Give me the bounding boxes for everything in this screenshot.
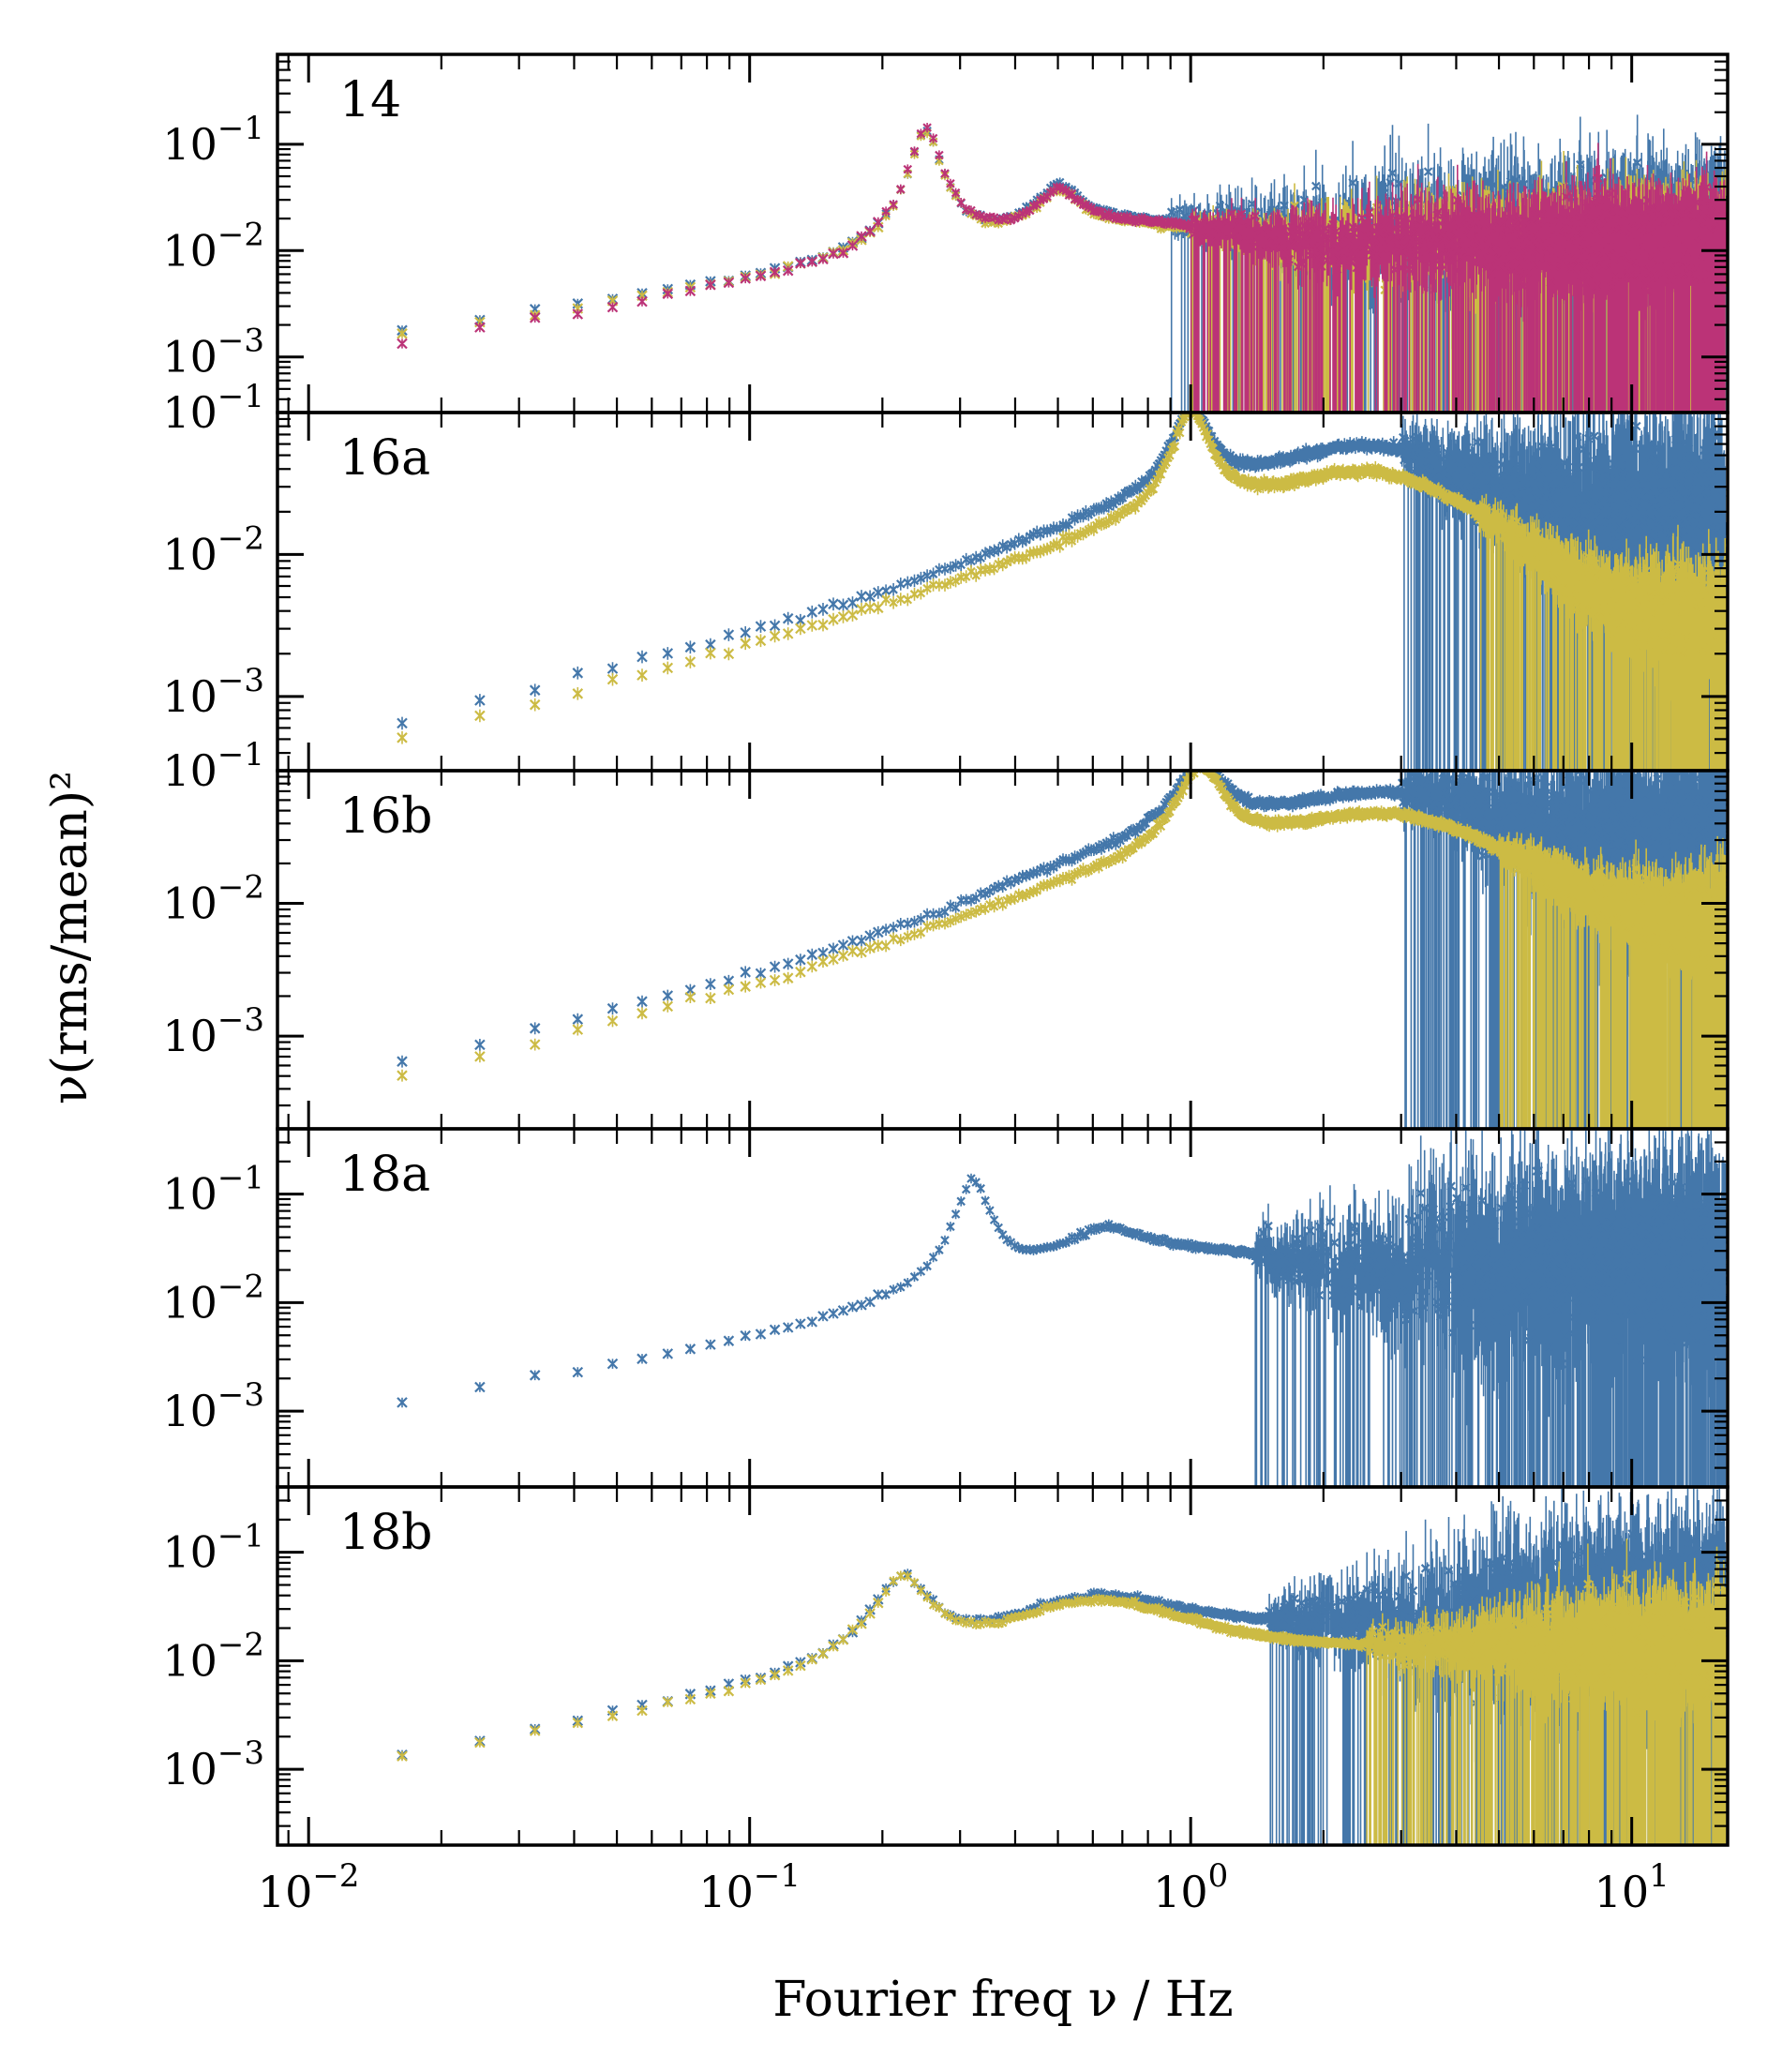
panel-16b-x-ticks — [287, 771, 1634, 1129]
panel-18b-y-tick-label-0-base: 10 — [162, 1527, 217, 1578]
panels: 10−110−210−31410−110−210−316a10−110−210−… — [162, 53, 1730, 1847]
panel-18b-y-tick-label-0: 10−1 — [162, 1518, 264, 1578]
panel-14-y-tick-label-2-base: 10 — [162, 332, 217, 383]
panel-16b-y-tick-label-0-exponent: −1 — [217, 736, 264, 773]
panel-16a-y-tick-label-0-base: 10 — [162, 387, 217, 438]
panel-16b-y-tick-label-1: 10−2 — [162, 869, 264, 929]
panel-18a-y-tick-label-2: 10−3 — [162, 1376, 264, 1436]
x-tick-label-0: 10−2 — [258, 1857, 360, 1917]
x-tick-label-3-base: 10 — [1595, 1867, 1650, 1917]
x-tick-label-0-base: 10 — [258, 1867, 313, 1917]
panel-18b-y-tick-label-2-base: 10 — [162, 1744, 217, 1794]
panel-label-16a: 16a — [339, 430, 430, 487]
panel-14-y-tick-label-2: 10−3 — [162, 323, 264, 383]
series-blue-markers — [397, 1165, 1728, 1408]
panel-18a-y-tick-label-2-base: 10 — [162, 1386, 217, 1436]
series-yellow-16a — [397, 413, 1728, 771]
panel-18a-y-tick-label-0-base: 10 — [162, 1169, 217, 1220]
series-yellow-markers — [397, 413, 1728, 743]
panel-18b-y-tick-label-1-base: 10 — [162, 1635, 217, 1686]
panel-16b-y-tick-label-0-base: 10 — [162, 745, 217, 796]
panel-16b-y-tick-label-2-exponent: −3 — [217, 1001, 264, 1039]
x-tick-label-1: 10−1 — [698, 1857, 801, 1917]
panel-16a-y-tick-label-2: 10−3 — [162, 662, 264, 722]
panel-18b-y-tick-label-2-exponent: −3 — [217, 1734, 264, 1772]
panel-14-y-tick-label-0-exponent: −1 — [217, 110, 264, 147]
x-tick-label-3: 101 — [1595, 1857, 1670, 1917]
panel-14-y-tick-label-0: 10−1 — [162, 110, 264, 170]
x-tick-label-2: 100 — [1153, 1857, 1228, 1917]
series-magenta-markers — [397, 123, 1728, 350]
panel-14: 10−110−210−314 — [162, 53, 1730, 414]
y-axis-title-text: ν(rms/mean)² — [42, 771, 98, 1104]
panel-18a-x-ticks — [287, 1129, 1634, 1487]
x-tick-label-0-exponent: −2 — [312, 1857, 359, 1895]
panel-16b-y-tick-label-1-exponent: −2 — [217, 869, 264, 907]
panel-18b-y-tick-label-2: 10−3 — [162, 1734, 264, 1794]
panel-18a-y-tick-label-1-exponent: −2 — [217, 1268, 264, 1305]
series-blue-18a — [397, 1129, 1728, 1487]
panel-18a-y-tick-label-0-exponent: −1 — [217, 1160, 264, 1197]
panel-16a-y-tick-label-1-exponent: −2 — [217, 519, 264, 557]
panel-18a-y-tick-label-1: 10−2 — [162, 1268, 264, 1328]
panel-14-y-tick-label-1: 10−2 — [162, 216, 264, 276]
panel-16b-y-tick-label-0: 10−1 — [162, 736, 264, 796]
series-yellow-markers — [397, 1570, 1728, 1762]
y-axis-title: ν(rms/mean)² — [42, 771, 98, 1104]
panel-16a-data — [397, 413, 1728, 771]
panel-16a-y-ticks — [277, 411, 1728, 773]
panel-14-y-ticks — [277, 60, 1728, 414]
panel-14-data — [397, 114, 1728, 413]
panel-18b-x-ticks — [287, 1487, 1634, 1845]
panel-14-y-tick-label-2-exponent: −3 — [217, 323, 264, 360]
x-tick-label-2-exponent: 0 — [1208, 1857, 1229, 1895]
series-magenta-14 — [397, 123, 1728, 413]
panel-14-x-ticks — [287, 54, 1634, 413]
panel-label-18a: 18a — [339, 1147, 430, 1203]
panel-16b-y-ticks — [277, 769, 1728, 1131]
x-tick-label-1-exponent: −1 — [754, 1857, 801, 1895]
panel-label-18b: 18b — [339, 1505, 432, 1561]
panel-18a-data — [397, 1129, 1728, 1487]
panel-14-y-tick-label-1-exponent: −2 — [217, 216, 264, 253]
panel-16b-y-tick-label-2-base: 10 — [162, 1011, 217, 1061]
series-yellow-18b — [397, 1539, 1728, 1845]
panel-18a-y-tick-label-2-exponent: −3 — [217, 1376, 264, 1414]
x-tick-label-1-base: 10 — [698, 1867, 754, 1917]
series-yellow-markers — [397, 771, 1728, 1081]
panel-14-y-tick-label-1-base: 10 — [162, 225, 217, 276]
panel-18a-y-tick-label-1-base: 10 — [162, 1277, 217, 1328]
panel-label-16b: 16b — [339, 788, 432, 845]
panel-16a-y-tick-label-2-exponent: −3 — [217, 662, 264, 699]
panel-16b-y-tick-label-2: 10−3 — [162, 1001, 264, 1061]
x-tick-label-2-base: 10 — [1153, 1867, 1208, 1917]
panel-label-14: 14 — [339, 72, 401, 128]
panel-16a-y-tick-label-0: 10−1 — [162, 378, 264, 438]
panel-18a-y-tick-label-0: 10−1 — [162, 1160, 264, 1220]
panel-16a-y-tick-label-1: 10−2 — [162, 519, 264, 579]
x-axis-ticks: 10−2 10−1 100 101 — [258, 1857, 1670, 1917]
x-axis-title: Fourier freq ν / Hz — [772, 1972, 1233, 2028]
panel-16a-y-tick-label-0-exponent: −1 — [217, 378, 264, 415]
panel-16b-y-tick-label-1-base: 10 — [162, 878, 217, 929]
panel-14-y-tick-label-0-base: 10 — [162, 119, 217, 170]
panel-18b-y-tick-label-1: 10−2 — [162, 1626, 264, 1686]
panel-18b-y-tick-label-0-exponent: −1 — [217, 1518, 264, 1555]
panel-18b-y-tick-label-1-exponent: −2 — [217, 1626, 264, 1663]
panel-16a-x-ticks — [287, 413, 1634, 771]
series-yellow-16b — [397, 771, 1728, 1129]
panel-16b-data — [397, 771, 1728, 1129]
panel-18b-data — [397, 1487, 1728, 1845]
panel-18a-y-ticks — [277, 1127, 1728, 1489]
panel-16a-y-tick-label-1-base: 10 — [162, 529, 217, 579]
x-tick-label-3-exponent: 1 — [1649, 1857, 1670, 1895]
panel-16a-y-tick-label-2-base: 10 — [162, 671, 217, 722]
